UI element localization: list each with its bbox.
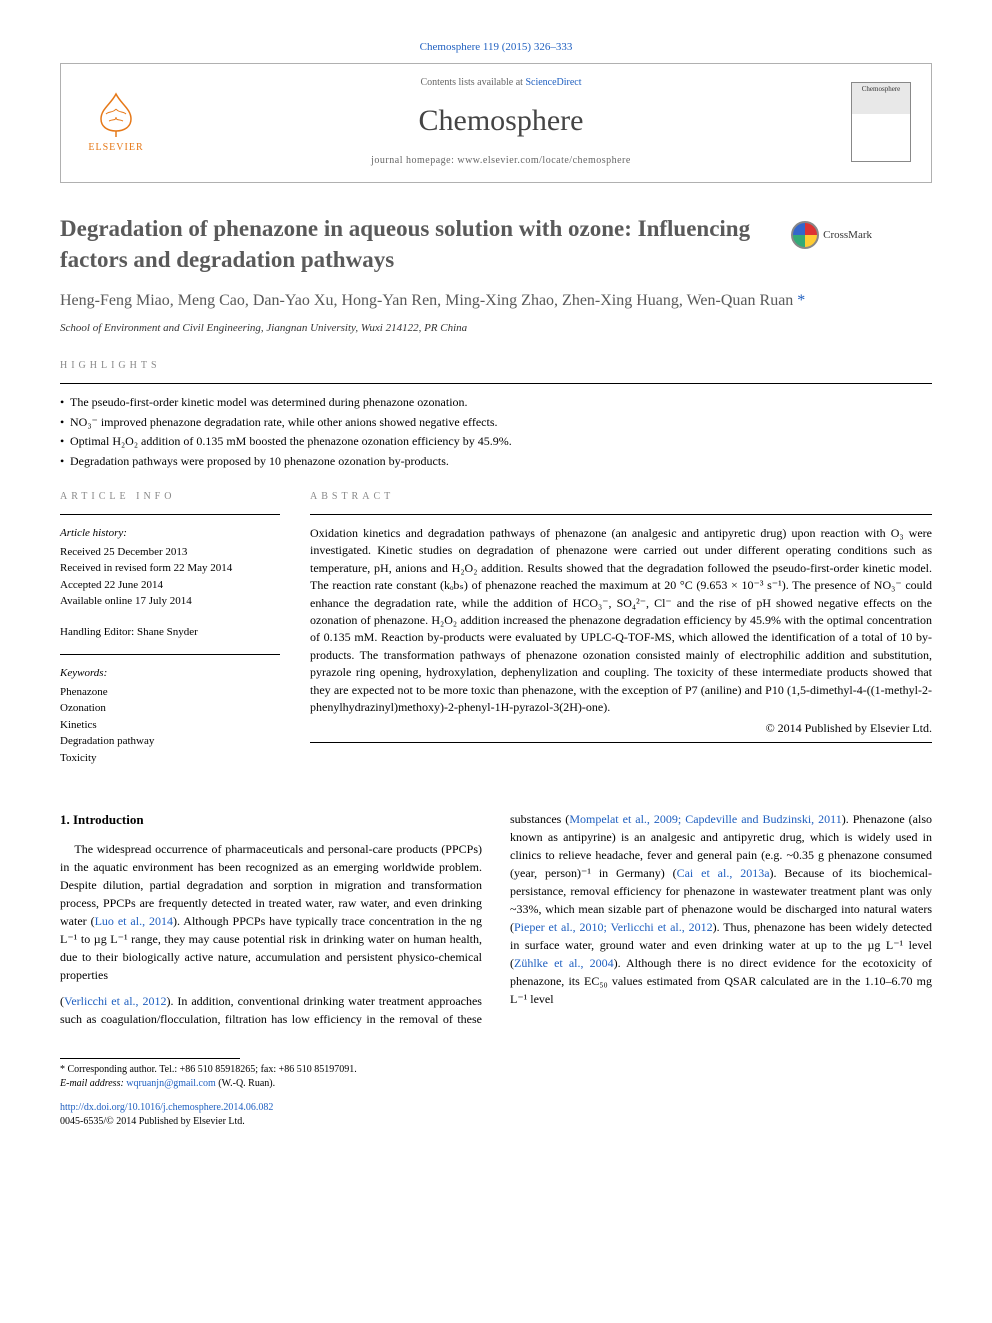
accepted-date: Accepted 22 June 2014 <box>60 577 280 594</box>
email-line: E-mail address: wqruanjn@gmail.com (W.-Q… <box>60 1077 932 1091</box>
copyright-line: © 2014 Published by Elsevier Ltd. <box>310 720 932 737</box>
online-date: Available online 17 July 2014 <box>60 593 280 610</box>
editor-line: Handling Editor: Shane Snyder <box>60 624 280 641</box>
keyword: Degradation pathway <box>60 733 280 750</box>
homepage-link[interactable]: www.elsevier.com/locate/chemosphere <box>457 155 630 166</box>
highlight-item: The pseudo-first-order kinetic model was… <box>60 394 932 411</box>
crossmark-badge[interactable]: CrossMark <box>791 221 872 249</box>
publisher-label: ELSEVIER <box>88 141 143 155</box>
homepage-prefix: journal homepage: <box>371 155 457 166</box>
citation-link[interactable]: Luo et al., 2014 <box>95 914 173 928</box>
abstract-label: ABSTRACT <box>310 490 932 504</box>
email-suffix: (W.-Q. Ruan). <box>216 1078 275 1089</box>
citation-link[interactable]: Mompelat et al., 2009; Capdeville and Bu… <box>569 812 841 826</box>
paragraph: The widespread occurrence of pharmaceuti… <box>60 840 482 984</box>
handling-editor: Handling Editor: Shane Snyder <box>60 624 280 641</box>
abstract-text: Oxidation kinetics and degradation pathw… <box>310 525 932 738</box>
body-text: 1. Introduction The widespread occurrenc… <box>60 810 932 1028</box>
received-date: Received 25 December 2013 <box>60 544 280 561</box>
highlights-label: HIGHLIGHTS <box>60 359 932 373</box>
contents-available: Contents lists available at ScienceDirec… <box>151 76 851 90</box>
keyword: Ozonation <box>60 700 280 717</box>
affiliation: School of Environment and Civil Engineer… <box>60 321 932 336</box>
divider <box>60 383 932 384</box>
email-label: E-mail address: <box>60 1078 126 1089</box>
divider <box>60 514 280 515</box>
journal-header: ELSEVIER Contents lists available at Sci… <box>60 63 932 183</box>
corresponding-note: * Corresponding author. Tel.: +86 510 85… <box>60 1063 932 1077</box>
divider <box>310 514 932 515</box>
revised-date: Received in revised form 22 May 2014 <box>60 560 280 577</box>
elsevier-logo: ELSEVIER <box>81 89 151 155</box>
keyword: Kinetics <box>60 717 280 734</box>
issn-line: 0045-6535/© 2014 Published by Elsevier L… <box>60 1115 932 1129</box>
abstract-body: Oxidation kinetics and degradation pathw… <box>310 526 932 714</box>
keywords-heading: Keywords: <box>60 665 280 682</box>
citation-link[interactable]: Cai et al., 2013a <box>677 866 770 880</box>
article-history: Article history: Received 25 December 20… <box>60 525 280 610</box>
citation-link[interactable]: Pieper et al., 2010; Verlicchi et al., 2… <box>514 920 713 934</box>
article-info-label: ARTICLE INFO <box>60 490 280 504</box>
journal-homepage: journal homepage: www.elsevier.com/locat… <box>151 154 851 168</box>
citation-link[interactable]: Zühlke et al., 2004 <box>514 956 614 970</box>
highlights: The pseudo-first-order kinetic model was… <box>60 394 932 470</box>
authors: Heng-Feng Miao, Meng Cao, Dan-Yao Xu, Ho… <box>60 289 932 313</box>
authors-list: Heng-Feng Miao, Meng Cao, Dan-Yao Xu, Ho… <box>60 292 793 309</box>
crossmark-label: CrossMark <box>823 228 872 243</box>
highlight-item: Degradation pathways were proposed by 10… <box>60 453 932 470</box>
footer: * Corresponding author. Tel.: +86 510 85… <box>60 1058 932 1129</box>
citation: Chemosphere 119 (2015) 326–333 <box>60 40 932 55</box>
email-link[interactable]: wqruanjn@gmail.com <box>126 1078 215 1089</box>
crossmark-icon <box>791 221 819 249</box>
journal-cover-thumb: Chemosphere <box>851 82 911 162</box>
highlight-item: Optimal H₂O₂ addition of 0.135 mM booste… <box>60 433 932 450</box>
highlight-item: NO₃⁻ improved phenazone degradation rate… <box>60 414 932 431</box>
keyword: Phenazone <box>60 684 280 701</box>
divider <box>60 654 280 655</box>
sciencedirect-link[interactable]: ScienceDirect <box>525 77 581 88</box>
elsevier-tree-icon <box>91 89 141 139</box>
footer-divider <box>60 1058 240 1059</box>
journal-name: Chemosphere <box>151 100 851 142</box>
history-heading: Article history: <box>60 525 280 542</box>
corresponding-marker: * <box>793 292 805 309</box>
section-heading: 1. Introduction <box>60 810 482 830</box>
divider <box>310 742 932 743</box>
keywords: Keywords: Phenazone Ozonation Kinetics D… <box>60 665 280 766</box>
citation-link[interactable]: Verlicchi et al., 2012 <box>64 994 166 1008</box>
keyword: Toxicity <box>60 750 280 767</box>
doi-link[interactable]: http://dx.doi.org/10.1016/j.chemosphere.… <box>60 1102 273 1113</box>
contents-prefix: Contents lists available at <box>420 77 525 88</box>
